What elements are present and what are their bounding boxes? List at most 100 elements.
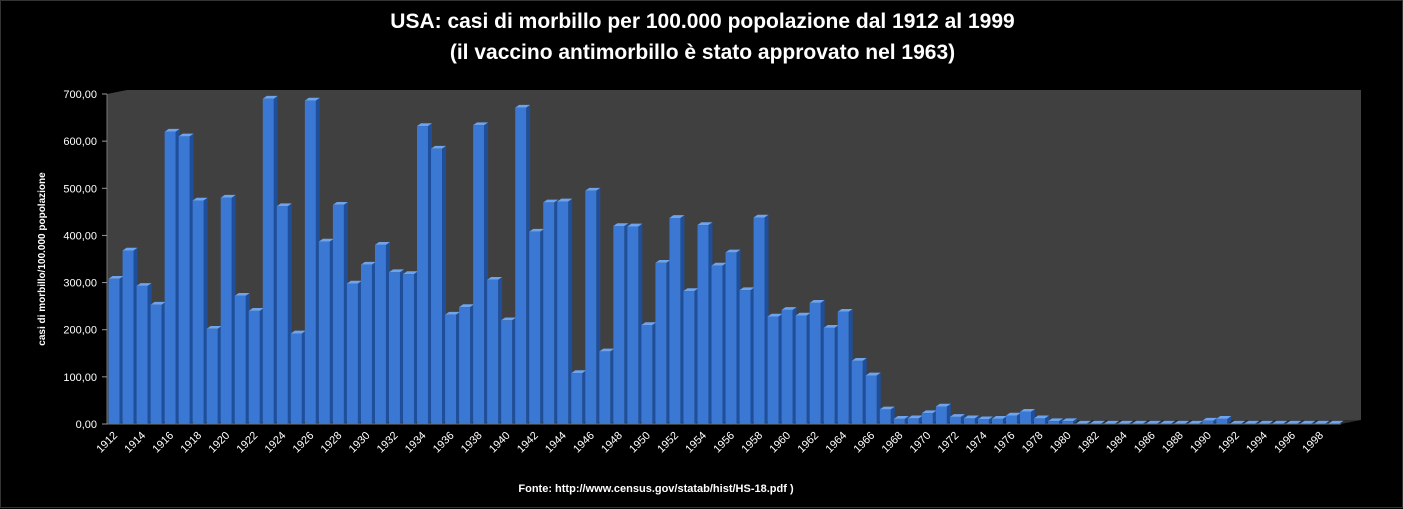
bar (108, 276, 124, 424)
bar (809, 300, 825, 424)
bar-front (1272, 423, 1284, 425)
bar-top (431, 145, 447, 149)
bar-side (161, 301, 166, 424)
x-axis: 1912 1914 1916 1918 1920 1922 1924 1926 1928 1930… (94, 430, 1326, 456)
bar-front (893, 418, 905, 424)
bar-top (865, 372, 881, 376)
bar-front (781, 309, 793, 424)
bar-front (879, 409, 891, 424)
bar-front (1048, 421, 1060, 424)
bar-side (1087, 420, 1092, 424)
bar-front (1216, 418, 1228, 424)
bar-top (1160, 420, 1176, 424)
bar (1202, 417, 1218, 424)
bar-top (290, 330, 306, 334)
bar-front (935, 406, 947, 424)
bar-top (164, 128, 180, 132)
bar (1230, 420, 1246, 425)
bar-front (1146, 423, 1158, 425)
bar-top (907, 415, 923, 419)
x-tick-label: 1980 (1048, 430, 1074, 456)
x-tick-label: 1996 (1272, 430, 1298, 456)
bar-side (736, 249, 741, 424)
bar (1300, 420, 1316, 425)
bar-side (1115, 420, 1120, 424)
bar-side (189, 133, 194, 424)
bar-top (837, 309, 853, 312)
bar-front (1090, 423, 1102, 425)
bar-front (473, 125, 485, 424)
bar-top (1314, 420, 1330, 424)
bar-top (599, 348, 615, 352)
bar-side (890, 406, 895, 424)
x-tick-label: 1956 (711, 430, 737, 456)
bar-top (921, 410, 937, 414)
bar-front (1314, 423, 1326, 425)
bar (332, 201, 348, 424)
bar (837, 309, 853, 424)
bar-top (150, 301, 166, 305)
x-tick-label: 1946 (571, 430, 597, 456)
bar (445, 311, 461, 424)
bar-side (1311, 420, 1316, 424)
bar (501, 317, 517, 424)
bar-front (949, 416, 961, 424)
bar (360, 261, 376, 424)
bar-top (178, 133, 194, 137)
bar-side (456, 311, 461, 424)
bar-side (568, 198, 573, 424)
x-tick-label: 1920 (207, 430, 233, 456)
bar-side (1143, 420, 1148, 424)
bar-top (304, 97, 320, 101)
bar (1118, 420, 1134, 425)
bar (683, 288, 699, 424)
bar (977, 416, 993, 424)
bar-side (484, 122, 489, 425)
bar-side (918, 415, 923, 424)
bar-front (1230, 423, 1242, 425)
bar-front (1328, 423, 1340, 425)
bar (276, 203, 292, 424)
bar (655, 259, 671, 424)
bar-side (820, 300, 825, 424)
bar-side (806, 312, 811, 424)
bar-front (1076, 423, 1088, 425)
bar-top (1090, 420, 1106, 424)
bar-side (848, 309, 853, 424)
bar (1020, 408, 1035, 424)
x-tick-label: 1936 (431, 430, 457, 456)
bar (697, 222, 713, 424)
bar-top (318, 238, 334, 242)
bar-top (697, 222, 713, 226)
bar (1188, 420, 1204, 425)
bar (991, 416, 1007, 424)
bar-side (427, 123, 432, 424)
x-tick-label: 1982 (1076, 430, 1102, 456)
bar-side (526, 104, 531, 424)
bar (1314, 420, 1330, 425)
bar-side (399, 269, 404, 424)
bars (108, 95, 1344, 425)
bar-top (1258, 420, 1274, 424)
bar-side (1101, 420, 1106, 424)
bar-front (697, 225, 709, 424)
bar-front (655, 262, 667, 424)
x-tick-label: 1924 (263, 430, 289, 456)
bar (1244, 420, 1260, 425)
x-tick-label: 1960 (767, 430, 793, 456)
bar-top (809, 300, 825, 303)
x-tick-label: 1990 (1188, 430, 1214, 456)
bar-top (276, 203, 292, 207)
bar-side (540, 228, 545, 424)
bar-top (1104, 420, 1120, 424)
bar (515, 104, 531, 425)
bar-side (329, 238, 334, 424)
bar (1005, 412, 1021, 424)
bar (150, 301, 166, 424)
bar-front (332, 204, 344, 424)
bar-top (949, 414, 965, 417)
bar-top (445, 311, 461, 315)
bar-front (571, 373, 583, 424)
bar-side (932, 410, 937, 424)
bar-front (669, 217, 681, 424)
